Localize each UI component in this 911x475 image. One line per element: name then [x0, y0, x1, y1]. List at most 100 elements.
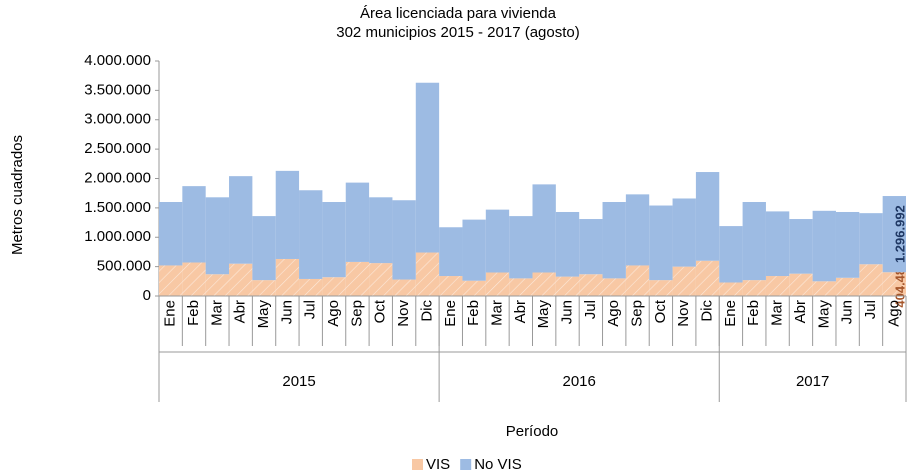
- bar-hatch: [695, 260, 720, 296]
- x-tick-label: Ene: [162, 300, 179, 327]
- bar-segment: [789, 219, 813, 274]
- x-tick-label: May: [255, 300, 272, 329]
- bar-segment: [555, 211, 580, 277]
- bar-segment: [602, 202, 626, 279]
- y-tick-label: 1.000.000: [84, 228, 151, 245]
- chart-title: Área licenciada para vivienda: [360, 5, 557, 22]
- bar-hatch: [252, 280, 276, 296]
- bar-hatch: [835, 277, 860, 296]
- x-tick-label: Abr: [792, 300, 809, 323]
- x-tick-label: Ene: [442, 300, 459, 327]
- bar-segment: [299, 190, 323, 279]
- bar-segment: [415, 82, 440, 253]
- y-tick-label: 3.000.000: [84, 111, 151, 128]
- bar-hatch: [765, 276, 790, 296]
- bar-hatch: [812, 281, 836, 296]
- x-tick-label: Sep: [348, 300, 365, 327]
- bar-segment: [462, 219, 486, 281]
- bar-segment: [532, 184, 556, 273]
- x-tick-label: May: [535, 300, 552, 329]
- x-tick-label: Dic: [699, 300, 716, 322]
- bar-segment: [719, 226, 743, 283]
- x-axis-title: Período: [506, 423, 559, 440]
- bar-hatch: [485, 272, 510, 296]
- bar-segment: [345, 182, 370, 262]
- x-tick-label: Abr: [512, 300, 529, 323]
- group-label: 2015: [282, 373, 315, 390]
- data-label: 1.296.992: [892, 205, 907, 263]
- x-tick-label: Oct: [652, 299, 669, 323]
- x-tick-label: Ago: [885, 300, 902, 327]
- y-axis-title: Metros cuadrados: [9, 135, 26, 255]
- bar-segment: [835, 211, 860, 278]
- bar-segment: [252, 216, 276, 281]
- legend-label: No VIS: [474, 456, 522, 473]
- bar-hatch: [322, 277, 346, 296]
- bar-segment: [859, 213, 883, 265]
- x-tick-label: Jul: [302, 300, 319, 319]
- bar-segment: [392, 200, 416, 280]
- x-tick-label: Feb: [465, 300, 482, 326]
- group-label: 2017: [796, 373, 829, 390]
- x-tick-label: Jun: [839, 300, 856, 324]
- bar-segment: [322, 202, 346, 278]
- x-tick-label: Jun: [558, 300, 575, 324]
- bar-segment: [229, 176, 253, 264]
- y-tick-label: 1.500.000: [84, 199, 151, 216]
- y-tick-label: 4.000.000: [84, 52, 151, 69]
- x-tick-label: Ago: [325, 300, 342, 327]
- bar-hatch: [229, 263, 253, 296]
- x-tick-label: Feb: [185, 300, 202, 326]
- bar-hatch: [462, 280, 486, 296]
- bar-hatch: [205, 274, 230, 296]
- x-tick-label: Mar: [488, 300, 505, 326]
- x-tick-label: Ene: [722, 300, 739, 327]
- bar-hatch: [555, 276, 580, 296]
- bar-hatch: [579, 274, 603, 296]
- bar-segment: [182, 186, 206, 263]
- bar-hatch: [742, 280, 766, 296]
- bar-hatch: [672, 266, 696, 296]
- bar-segment: [625, 194, 650, 266]
- y-tick-label: 500.000: [97, 258, 151, 275]
- legend-swatch: [460, 459, 472, 470]
- bar-segment: [485, 209, 510, 273]
- bar-hatch: [789, 273, 813, 296]
- x-tick-label: Ago: [605, 300, 622, 327]
- bar-hatch: [299, 278, 323, 296]
- x-tick-label: Feb: [745, 300, 762, 326]
- bar-segment: [205, 197, 230, 275]
- legend-swatch: [412, 459, 423, 470]
- legend-label: VIS: [426, 456, 450, 473]
- x-tick-label: Jun: [278, 300, 295, 324]
- y-tick-label: 2.500.000: [84, 140, 151, 157]
- x-tick-label: Mar: [769, 300, 786, 326]
- bar-hatch: [532, 272, 556, 296]
- bar-segment: [439, 227, 463, 277]
- bar-hatch: [415, 252, 440, 296]
- bar-hatch: [439, 276, 463, 296]
- bar-hatch: [345, 261, 370, 296]
- bar-segment: [742, 202, 766, 281]
- bar-hatch: [649, 280, 673, 296]
- x-tick-label: Dic: [418, 300, 435, 322]
- bar-hatch: [159, 265, 183, 296]
- bar-segment: [812, 210, 836, 282]
- bar-segment: [765, 211, 790, 277]
- bar-hatch: [719, 282, 743, 296]
- x-tick-label: Abr: [232, 300, 249, 323]
- bar-hatch: [602, 278, 626, 296]
- x-tick-label: Oct: [372, 299, 389, 323]
- chart-subtitle: 302 municipios 2015 - 2017 (agosto): [336, 24, 580, 41]
- x-tick-label: Mar: [208, 300, 225, 326]
- bar-segment: [579, 219, 603, 275]
- x-tick-label: Jul: [862, 300, 879, 319]
- y-tick-label: 0: [143, 287, 151, 304]
- bar-hatch: [509, 278, 533, 296]
- bar-segment: [159, 202, 183, 266]
- bar-segment: [275, 170, 300, 259]
- bar-segment: [672, 198, 696, 267]
- y-tick-label: 3.500.000: [84, 81, 151, 98]
- x-tick-label: Jul: [582, 300, 599, 319]
